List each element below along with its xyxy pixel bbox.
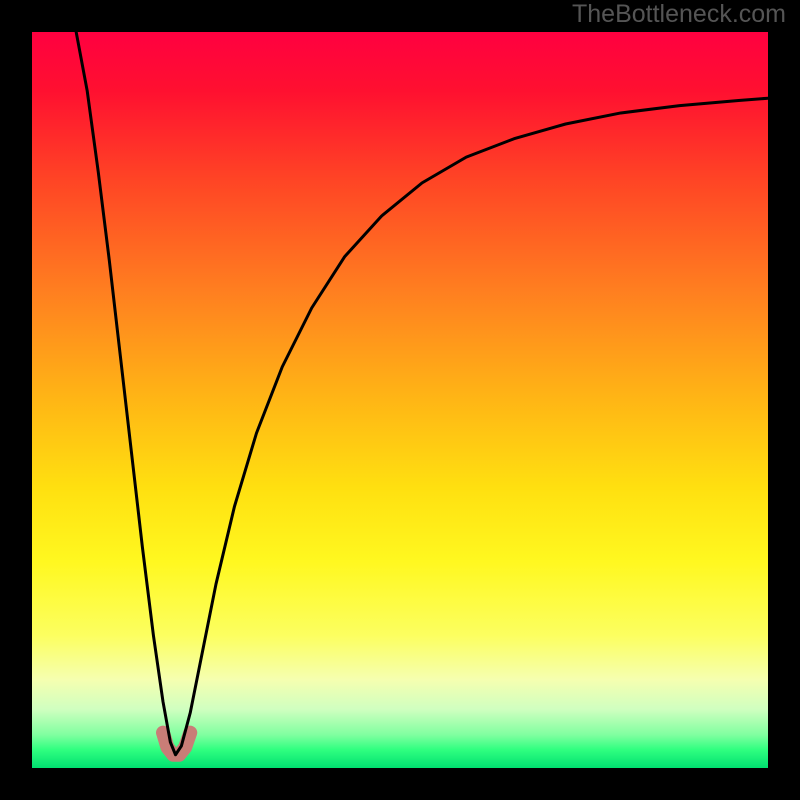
bottleneck-curve	[76, 32, 768, 755]
chart-root: TheBottleneck.com	[0, 0, 800, 800]
watermark-text: TheBottleneck.com	[572, 0, 786, 29]
plot-overlay-svg	[32, 32, 768, 768]
plot-area	[32, 32, 768, 768]
